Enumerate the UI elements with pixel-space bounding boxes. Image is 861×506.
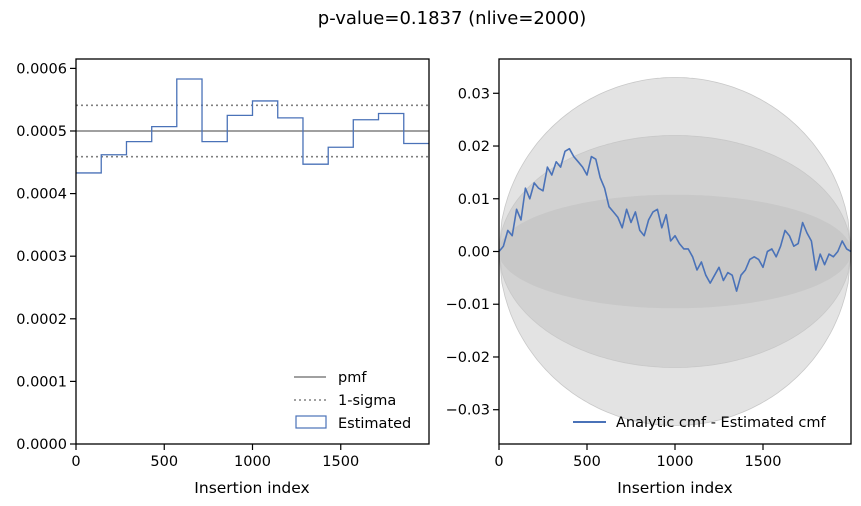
histogram-x-tick-label: 500 <box>150 454 178 470</box>
histogram-legend: pmf 1-sigma Estimated <box>294 370 411 432</box>
cmf-y-tick-label: 0.01 <box>458 192 490 208</box>
histogram-x-tick-label: 1500 <box>322 454 359 470</box>
cmf-x-tick-label: 1000 <box>657 454 694 470</box>
histogram-y-tick-label: 0.0005 <box>16 124 67 140</box>
cmf-y-tick-label: −0.03 <box>446 403 490 419</box>
cmf-x-ticks: 0 500 1000 1500 <box>494 444 781 470</box>
figure-title: p-value=0.1837 (nlive=2000) <box>318 8 586 29</box>
cmf-x-tick-label: 500 <box>573 454 601 470</box>
cmf-y-tick-label: 0.03 <box>458 86 490 102</box>
histogram-y-ticks: 0.0000 0.0001 0.0002 0.0003 0.0004 0.0005 0.00… <box>16 61 76 453</box>
cmf-y-tick-label: −0.01 <box>446 297 490 313</box>
legend-swatch-estimated <box>295 415 327 429</box>
histogram-y-tick-label: 0.0004 <box>16 187 67 203</box>
histogram-panel: 0 500 1000 1500 0.00000.00010.00020.00030.0… <box>16 58 430 497</box>
cmf-y-tick-label: 0.02 <box>458 139 490 155</box>
legend-label-pmf: pmf <box>338 370 367 386</box>
histogram-y-tick-label: 0.0006 <box>16 61 67 77</box>
cmf-y-tick-label: 0.00 <box>458 245 490 261</box>
histogram-y-tick-label: 0.0001 <box>16 374 67 390</box>
estimated-step-histogram <box>76 78 429 174</box>
histogram-axes-frame <box>75 58 430 445</box>
histogram-x-tick-label: 0 <box>71 454 80 470</box>
cmf-difference-panel: 0 500 1000 1500 −0.03 −0.02 −0.01 0.00 0.01 0.02… <box>446 58 852 497</box>
cmf-x-tick-label: 0 <box>494 454 503 470</box>
legend-label-estimated: Estimated <box>338 416 411 432</box>
histogram-x-axis-label: Insertion index <box>194 479 309 497</box>
cmf-y-ticks: −0.03 −0.02 −0.01 0.00 0.01 0.02 0.03 <box>446 86 499 419</box>
histogram-x-tick-label: 1000 <box>234 454 271 470</box>
cmf-legend: Analytic cmf - Estimated cmf <box>573 415 827 431</box>
cmf-x-tick-label: 1500 <box>745 454 782 470</box>
histogram-y-tick-label: 0.0002 <box>16 312 67 328</box>
legend-label-1-sigma: 1-sigma <box>338 393 396 409</box>
sigma-band-1 <box>498 194 852 309</box>
histogram-y-tick-label: 0.0000 <box>16 437 67 453</box>
cmf-difference-line <box>498 147 852 292</box>
cmf-x-axis-label: Insertion index <box>617 479 732 497</box>
cmf-y-tick-label: −0.02 <box>446 350 490 366</box>
cmf-plot-area <box>498 77 852 426</box>
legend-label-cmf-difference: Analytic cmf - Estimated cmf <box>616 415 827 431</box>
histogram-y-tick-label: 0.0003 <box>16 249 67 265</box>
histogram-x-ticks: 0 500 1000 1500 <box>71 444 359 470</box>
histogram-plot-area <box>76 78 429 174</box>
